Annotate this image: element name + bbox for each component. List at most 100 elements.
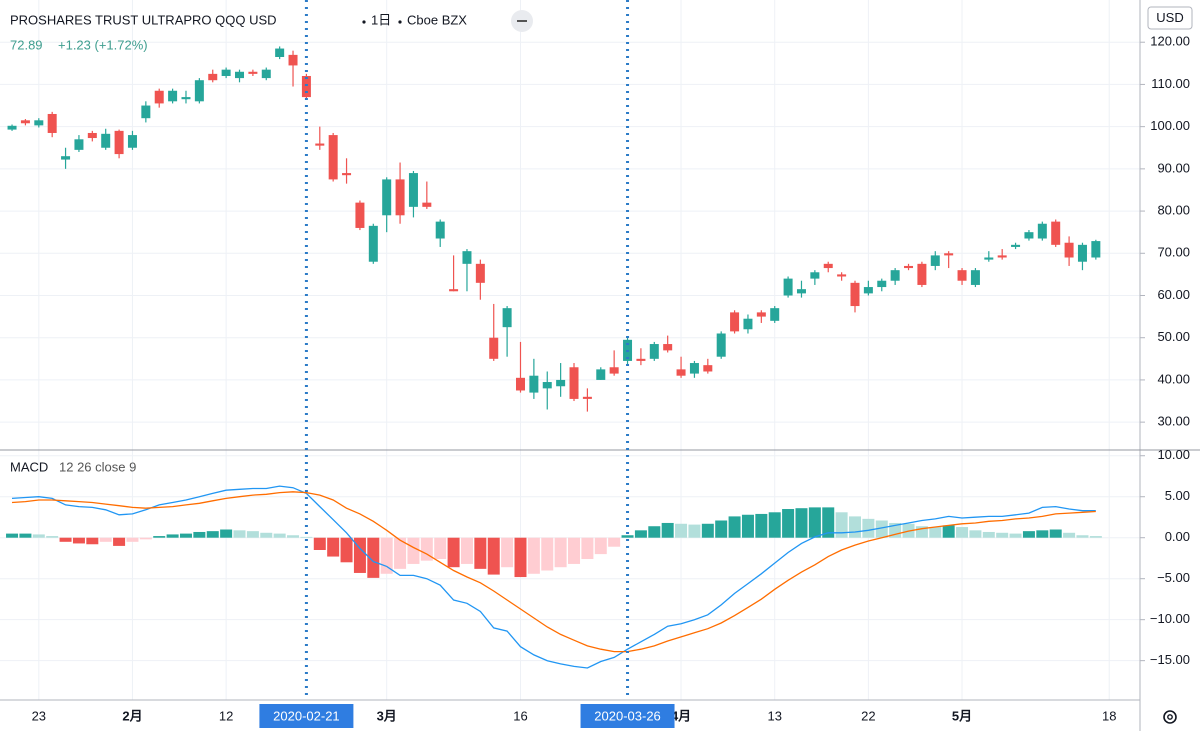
candle-body [582, 396, 592, 399]
settings-icon[interactable] [1163, 710, 1177, 724]
candle-body [1037, 223, 1047, 239]
candle-body [261, 69, 271, 79]
histogram-bar [594, 537, 607, 555]
histogram-bar [407, 537, 420, 564]
histogram-bar [6, 533, 19, 538]
price-change: +1.23 (+1.72%) [58, 37, 148, 52]
histogram-bar [1063, 532, 1076, 538]
x-tick-label: 4月 [671, 708, 691, 723]
candle-body [181, 97, 191, 100]
histogram-bar [568, 537, 581, 564]
y-tick-label: 40.00 [1157, 371, 1190, 386]
histogram-bar [1036, 530, 1049, 538]
histogram-bar [862, 518, 875, 538]
histogram-bar [113, 537, 126, 546]
candle-body [1064, 242, 1074, 258]
candle-body [127, 135, 137, 148]
y-tick-label: −5.00 [1157, 570, 1190, 585]
histogram-bar [1089, 536, 1102, 538]
y-tick-label: −15.00 [1150, 652, 1190, 667]
histogram-bar [701, 523, 714, 538]
candle-body [703, 365, 713, 372]
candle-body [194, 80, 204, 102]
candle-body [676, 369, 686, 376]
histogram-bar [126, 537, 139, 542]
candle-body [154, 90, 164, 104]
candle-body [596, 369, 606, 380]
histogram-bar [768, 512, 781, 538]
histogram-bar [300, 536, 313, 538]
histogram-bar [273, 533, 286, 538]
marker-label: 2020-03-26 [594, 708, 661, 723]
histogram-bar [474, 537, 487, 569]
histogram-bar [166, 534, 179, 538]
histogram-bar [982, 531, 995, 538]
exchange: Cboe BZX [407, 12, 467, 27]
candle-body [823, 263, 833, 269]
candle-body [837, 274, 847, 277]
histogram-bar [875, 520, 888, 538]
histogram-bar [86, 537, 99, 545]
histogram-bar [434, 537, 447, 560]
histogram-bar [327, 537, 340, 557]
x-tick-label: 22 [861, 708, 875, 723]
y-tick-label: 10.00 [1157, 447, 1190, 462]
candle-body [1051, 221, 1061, 245]
histogram-bar [313, 537, 326, 550]
histogram-bar [447, 537, 460, 568]
histogram-bar [514, 537, 527, 578]
candle-body [863, 287, 873, 294]
histogram-bar [420, 537, 433, 561]
candle-body [944, 253, 954, 256]
macd-line [11, 491, 1096, 653]
currency-box[interactable] [1147, 6, 1193, 30]
histogram-bar [367, 537, 380, 578]
candle-body [877, 280, 887, 288]
candle-body [716, 333, 726, 357]
histogram-bar [139, 537, 152, 540]
histogram-bar [153, 536, 166, 538]
histogram-bar [541, 537, 554, 571]
candle-body [796, 289, 806, 294]
candle-body [368, 225, 378, 262]
gear-ring [1163, 710, 1177, 724]
separator [362, 20, 366, 24]
candle-body [47, 113, 57, 133]
candle-body [930, 255, 940, 266]
candle-body [970, 270, 980, 285]
histogram-bar [460, 537, 473, 564]
x-tick-label: 5月 [952, 708, 972, 723]
histogram-bar [260, 532, 273, 538]
histogram-bar [1076, 535, 1089, 538]
histogram-bar [72, 537, 85, 544]
histogram-bar [554, 537, 567, 568]
histogram-bar [942, 525, 955, 538]
candle-body [382, 179, 392, 216]
candle-body [20, 120, 30, 124]
candle-body [1024, 232, 1034, 239]
x-tick-label: 23 [32, 708, 46, 723]
histogram-bar [246, 531, 259, 538]
candle-body [355, 202, 365, 228]
candle-body [315, 143, 325, 146]
candle-body [301, 75, 311, 98]
histogram-bar [648, 526, 661, 538]
candle-body [770, 308, 780, 321]
candle-body [689, 363, 699, 374]
histogram-bar [394, 537, 407, 569]
histogram-bar [822, 507, 835, 538]
labels: 23 2月 12 3月 16 4月 13 22 5月 18 30.00 40.00 50.00 60.00… [32, 0, 1190, 728]
indicator-params: 12 26 close 9 [59, 459, 136, 474]
candle-body [984, 257, 994, 260]
candle-body [275, 48, 285, 57]
candle-body [1091, 241, 1101, 258]
candle-body [569, 367, 579, 399]
histogram-bar [287, 535, 300, 538]
histogram-bar [835, 512, 848, 538]
histogram-bar [688, 524, 701, 538]
candle-body [743, 318, 753, 330]
candle-body [221, 69, 231, 76]
histogram-bar [996, 532, 1009, 538]
candle-body [74, 139, 84, 150]
